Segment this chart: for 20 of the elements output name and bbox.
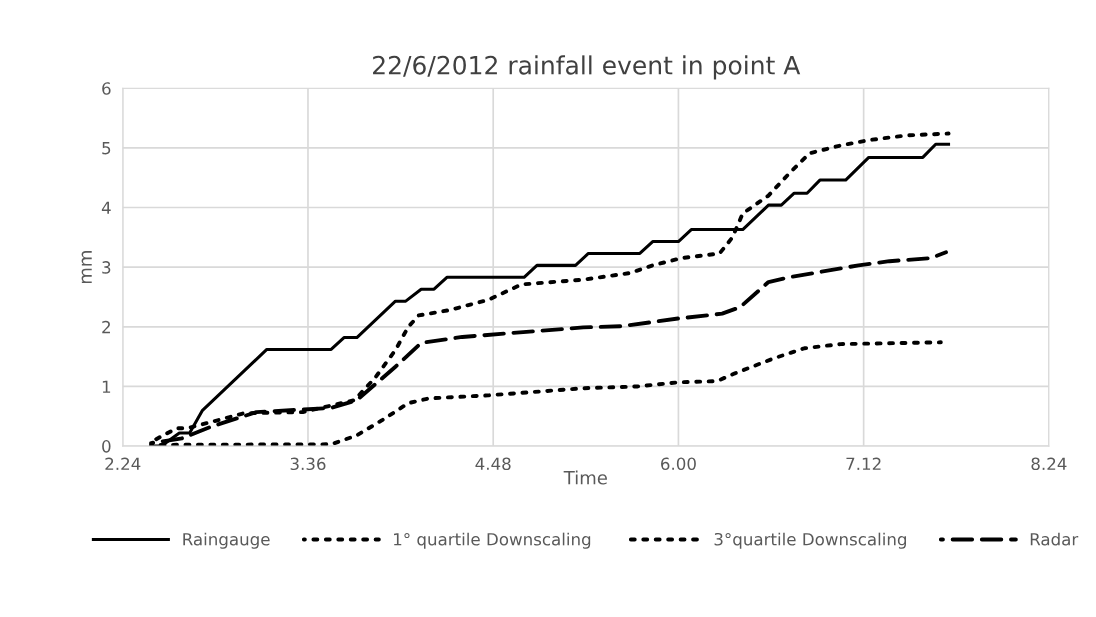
chart-title: 22/6/2012 rainfall event in point A — [373, 55, 801, 80]
x-tick-label: 2.24 — [105, 457, 141, 470]
y-tick-label: 6 — [102, 82, 111, 95]
y-tick-label: 3 — [102, 261, 111, 274]
y-axis-title: mm — [81, 251, 92, 284]
y-tick-label: 5 — [102, 142, 111, 155]
legend-label: 1° quartile Downscaling — [394, 532, 591, 549]
y-tick-label: 1 — [102, 380, 111, 393]
legend-label: Radar — [1030, 532, 1079, 546]
y-tick-label: 0 — [102, 440, 111, 453]
x-tick-label: 8.24 — [1031, 457, 1067, 471]
x-tick-label: 6.00 — [661, 457, 696, 471]
x-tick-label: 4.48 — [475, 457, 511, 471]
x-tick-label: 7.12 — [846, 457, 881, 470]
y-tick-label: 2 — [102, 320, 110, 334]
x-axis-title: Time — [563, 470, 607, 485]
x-tick-label: 3.36 — [290, 457, 326, 471]
y-tick-label: 4 — [101, 201, 111, 214]
legend-label: Raingauge — [183, 532, 270, 549]
legend-label: 3°quartile Downscaling — [714, 532, 906, 549]
